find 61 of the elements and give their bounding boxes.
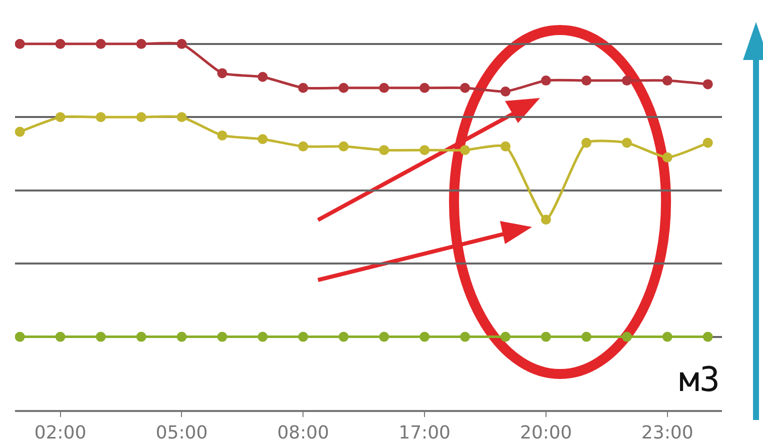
point (258, 134, 268, 144)
point (662, 332, 672, 342)
point (702, 79, 713, 90)
point (217, 130, 228, 140)
point (500, 86, 510, 97)
point (500, 141, 510, 152)
point (581, 332, 592, 342)
point (258, 332, 268, 342)
x-tick-label: 05:00 (156, 422, 208, 444)
point (500, 332, 510, 342)
x-tick-label: 02:00 (34, 422, 86, 444)
point (15, 332, 25, 342)
point (702, 138, 713, 148)
point (460, 145, 470, 156)
point (622, 138, 632, 148)
point (338, 332, 349, 342)
point (136, 112, 146, 122)
x-tick-label: 17:00 (398, 422, 450, 444)
point (622, 332, 632, 342)
point (96, 38, 106, 49)
point (217, 68, 228, 78)
point (298, 141, 308, 152)
point (258, 72, 268, 82)
point (379, 82, 390, 93)
point (96, 332, 106, 342)
point (298, 82, 308, 93)
point (96, 112, 106, 122)
point (136, 38, 146, 49)
point (662, 152, 672, 162)
point (298, 332, 308, 342)
point (176, 112, 187, 122)
point (662, 76, 672, 86)
point (15, 38, 25, 49)
point (55, 112, 66, 122)
point (338, 141, 349, 152)
point (55, 332, 66, 342)
point (15, 126, 25, 137)
point (622, 76, 632, 86)
point (540, 76, 551, 86)
point (540, 214, 551, 225)
point (420, 82, 430, 93)
point (420, 332, 430, 342)
point (581, 76, 592, 86)
point (55, 38, 66, 49)
point (379, 145, 390, 156)
point (460, 332, 470, 342)
point (379, 332, 390, 342)
x-tick-label: 23:00 (641, 422, 694, 444)
point (136, 332, 146, 342)
annotation: м3 (679, 360, 720, 400)
point (540, 332, 551, 342)
x-tick-label: 08:00 (277, 422, 330, 444)
x-tick-label: 20:00 (520, 422, 572, 444)
point (176, 38, 187, 49)
point (702, 332, 713, 342)
point (581, 138, 592, 148)
point (420, 145, 430, 156)
point (217, 332, 228, 342)
point (176, 332, 187, 342)
point (460, 82, 470, 93)
point (338, 82, 349, 93)
